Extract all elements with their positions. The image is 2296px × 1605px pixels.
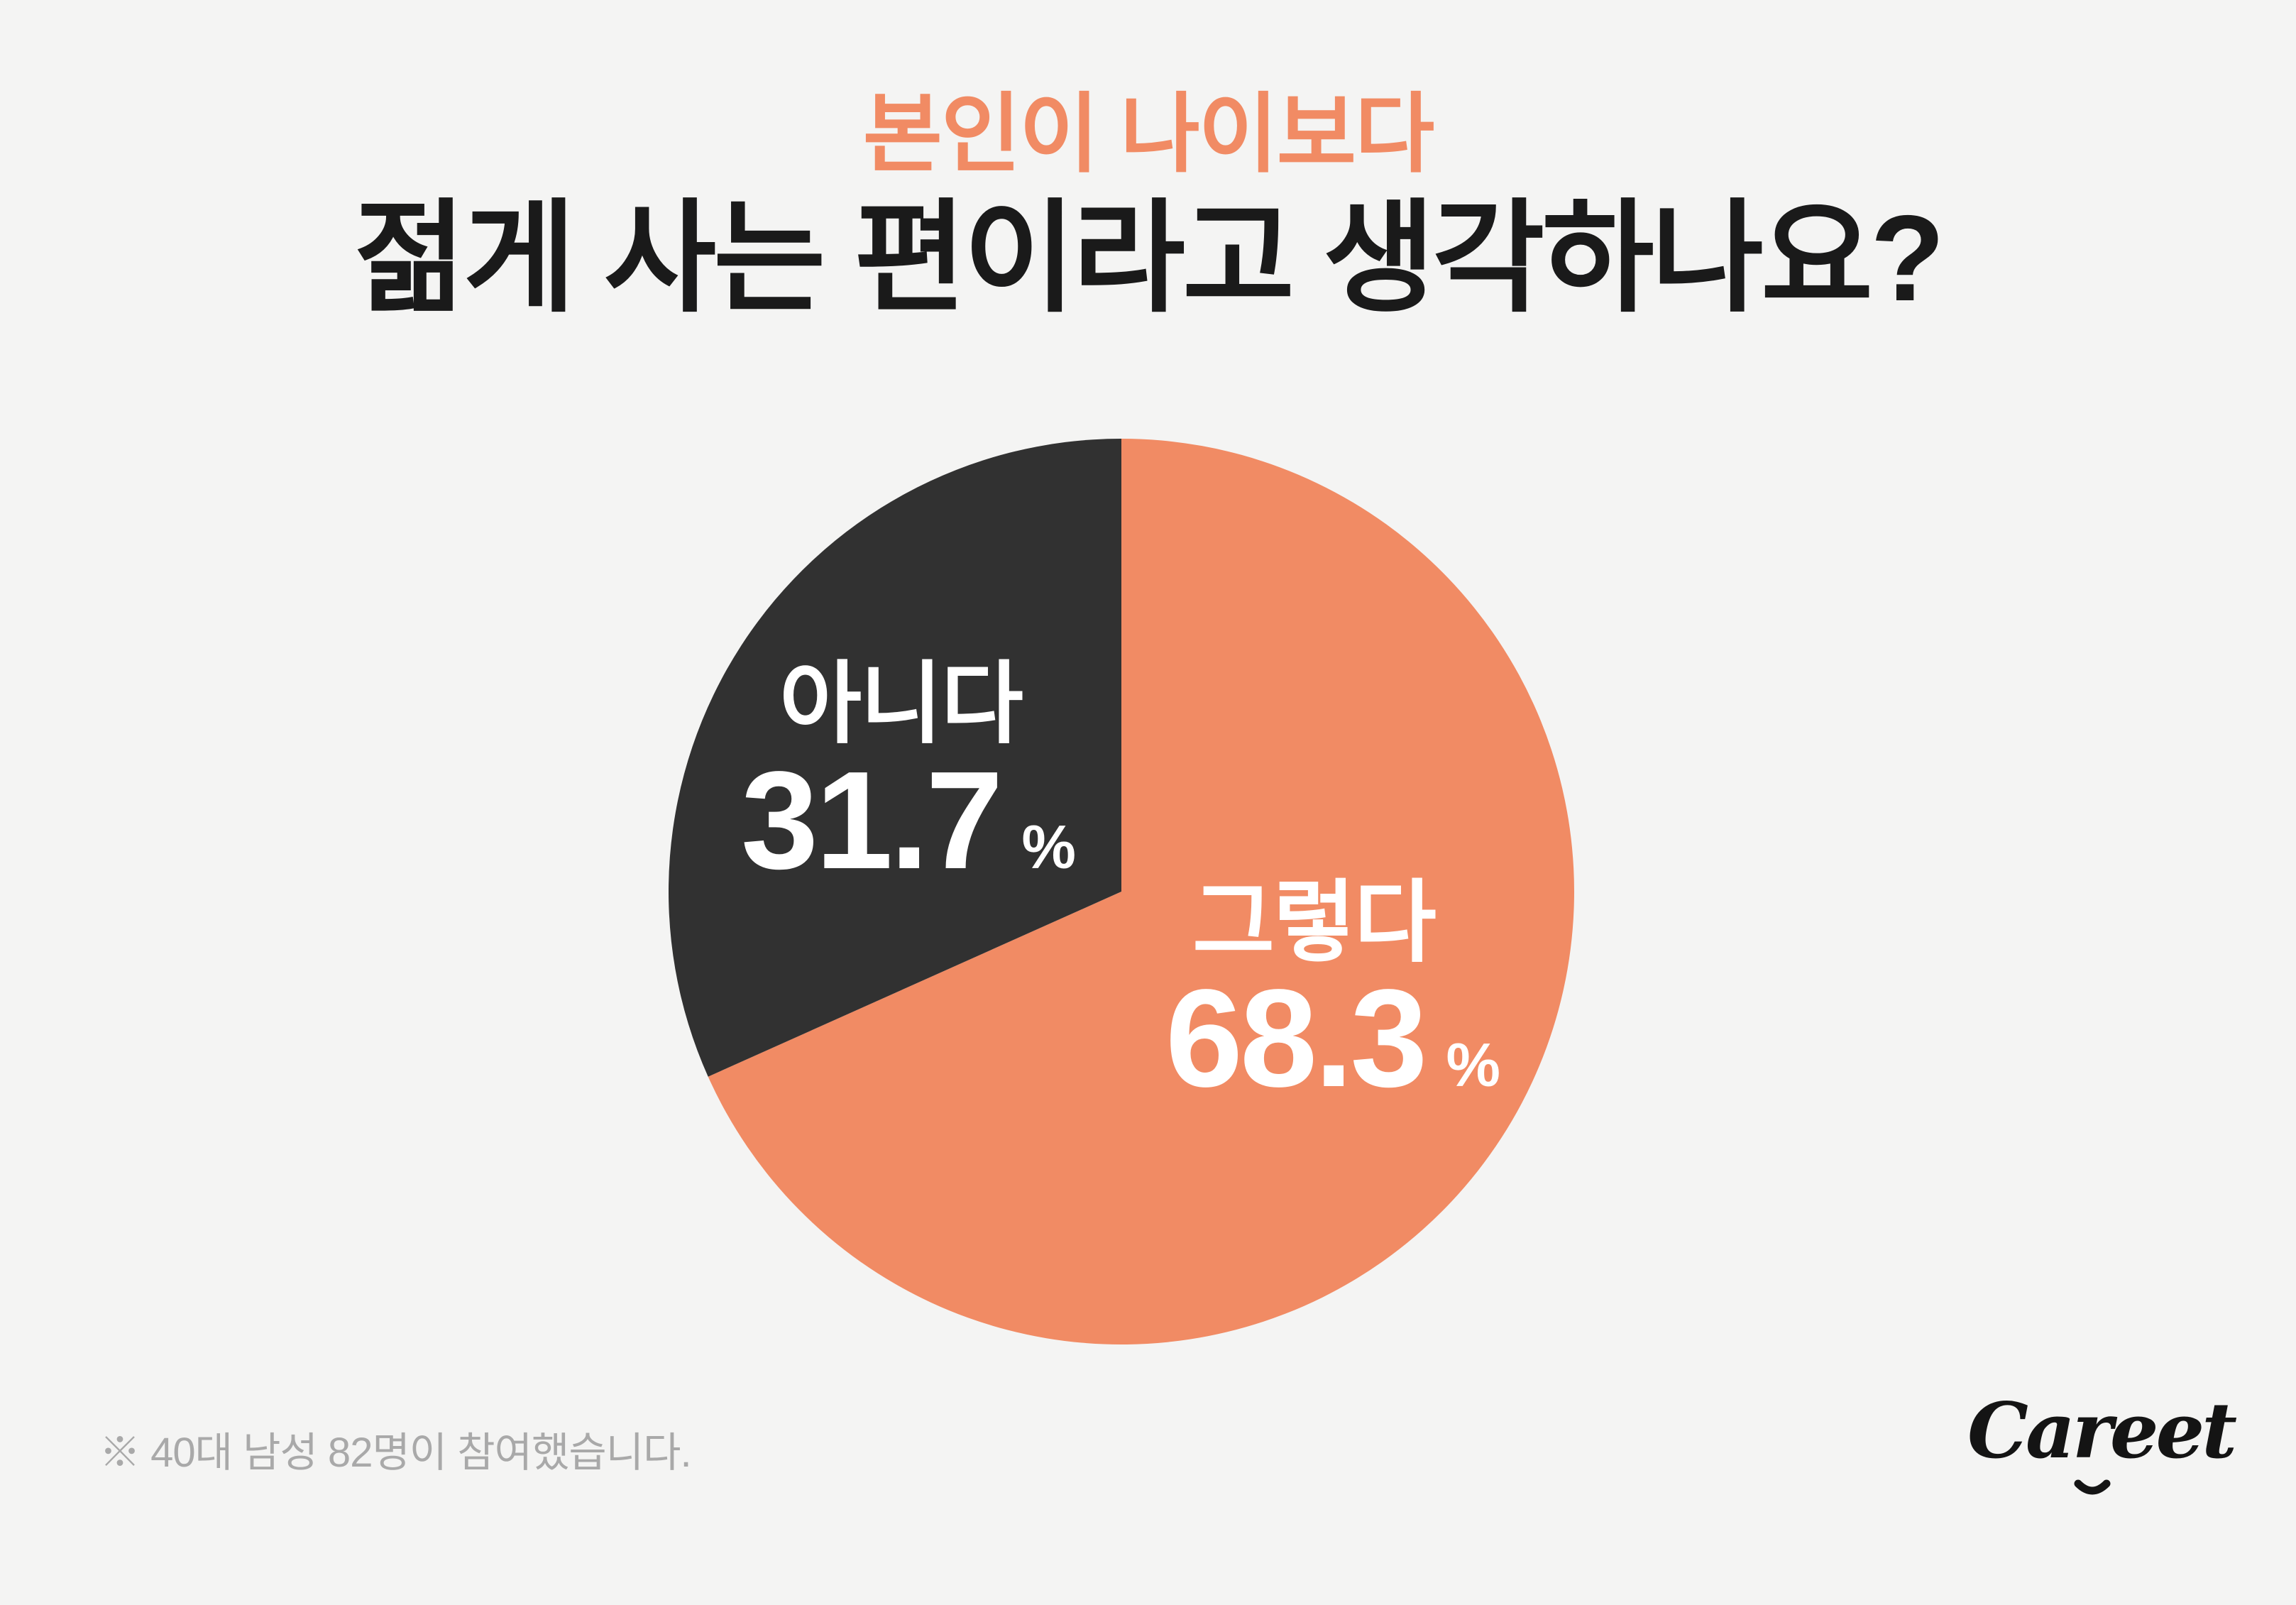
pie-slice-yes [708,439,1574,1344]
slice-percentage-no: 31.7 [741,743,1003,898]
logo-text: Careet [1967,1386,2237,1476]
slice-label-no: 아니다 [779,654,1023,754]
pie-chart [669,439,1574,1344]
careet-logo: Careet [1967,1393,2237,1521]
slice-value-yes: 68.3 % [1165,969,1500,1108]
logo-smile-icon [2074,1479,2111,1495]
slice-value-no: 31.7 % [741,751,1076,890]
page-title: 젊게 사는 편이라고 생각하나요? [353,190,1945,327]
percent-sign-no: % [1021,814,1076,882]
slice-label-yes: 그렇다 [1192,872,1437,973]
slice-percentage-yes: 68.3 [1165,960,1427,1116]
pie-slice-no [669,439,1121,1077]
footnote-sample-note: ※ 40대 남성 82명이 참여했습니다. [99,1430,692,1476]
percent-sign-yes: % [1446,1031,1500,1100]
title-accent-line: 본인이 나이보다 [862,86,1435,182]
